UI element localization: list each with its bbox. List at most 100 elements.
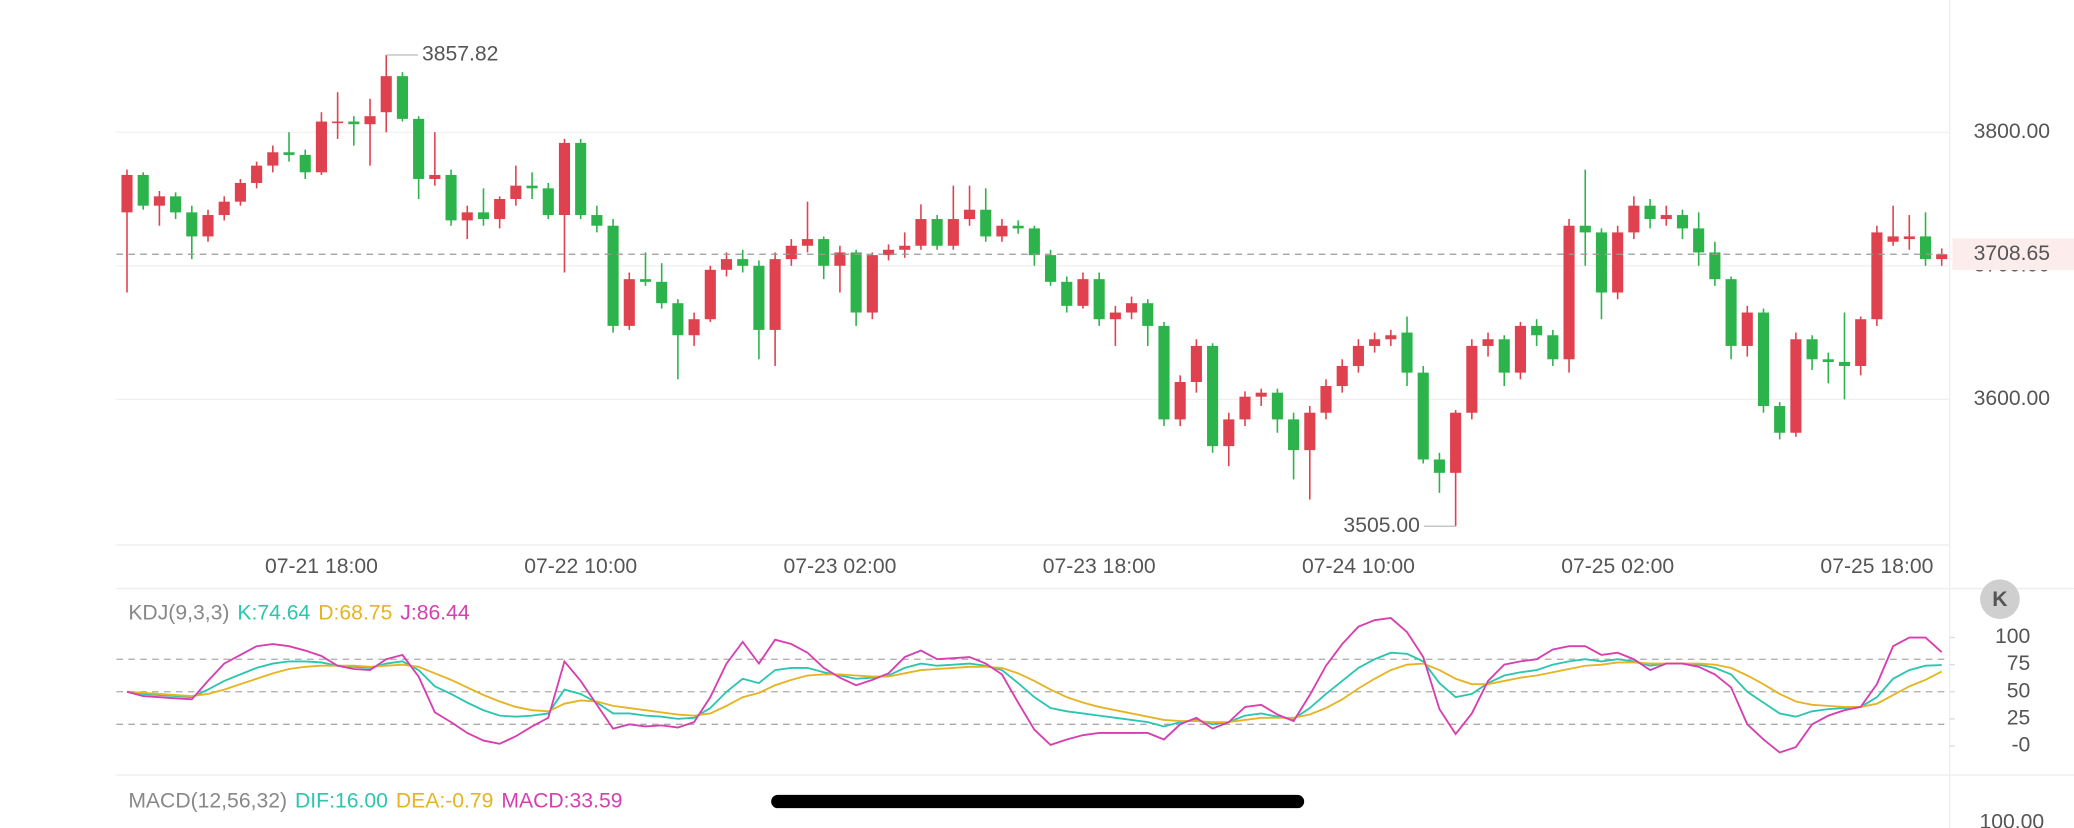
y-tick-label: -0	[2012, 734, 2031, 757]
candle-body	[980, 209, 992, 237]
candle-body	[429, 174, 441, 179]
candle-body	[1660, 215, 1672, 220]
candle-body	[267, 152, 279, 166]
candle-body	[1320, 386, 1332, 413]
candle-body	[1531, 325, 1543, 336]
candle-body	[364, 116, 376, 125]
candle-body	[575, 142, 587, 216]
candle-body	[1612, 232, 1624, 293]
candle-body	[915, 219, 927, 246]
macd-axis-label: 100.00	[1979, 810, 2044, 828]
candle-body	[202, 215, 214, 237]
candle-body	[1936, 254, 1948, 260]
candle-body	[1433, 459, 1445, 473]
low-label: 3505.00	[1343, 514, 1419, 537]
candle-body	[1045, 255, 1057, 282]
candle-body	[1676, 215, 1689, 229]
candle-body	[413, 118, 425, 179]
kline-button-label: K	[1992, 588, 2008, 611]
candle-body	[1547, 335, 1559, 360]
candle-body	[1790, 339, 1802, 433]
macd-item: MACD:33.59	[501, 789, 622, 812]
candle-body	[542, 188, 554, 216]
legend-item: D:68.75	[318, 601, 392, 624]
candle-body	[1417, 372, 1429, 460]
candle-body	[332, 121, 344, 124]
candle-body	[1352, 345, 1364, 366]
candle-body	[623, 279, 635, 326]
candle-body	[1709, 252, 1721, 280]
y-tick-label: 3600.00	[1974, 387, 2050, 410]
candle-body	[753, 265, 765, 330]
candle-body	[785, 245, 797, 260]
x-tick-label: 07-25 02:00	[1561, 555, 1674, 578]
indicator-line	[126, 617, 1943, 754]
candle-body	[299, 154, 311, 173]
candle-body	[234, 182, 246, 202]
candle-body	[1288, 419, 1300, 451]
home-indicator	[771, 794, 1305, 809]
candle-body	[850, 252, 862, 313]
candle-body	[1482, 339, 1494, 346]
x-tick-label: 07-21 18:00	[265, 555, 378, 578]
candle-body	[1012, 225, 1024, 229]
y-tick-label: 75	[2007, 652, 2031, 675]
x-tick-label: 07-22 10:00	[524, 555, 637, 578]
candle-body	[396, 76, 408, 119]
macd-item: DIF:16.00	[295, 789, 388, 812]
candle-body	[1223, 419, 1235, 447]
candle-body	[1855, 319, 1867, 366]
indicator-legend: KDJ(9,3,3) K:74.64 D:68.75 J:86.44	[128, 601, 470, 624]
candle-body	[1369, 339, 1381, 346]
candle-body	[1158, 325, 1170, 420]
candle-body	[218, 201, 230, 216]
candle-body	[1109, 312, 1121, 320]
candle-body	[899, 245, 911, 250]
candle-body	[1450, 412, 1462, 473]
candle-body	[153, 196, 165, 206]
candle-body	[283, 152, 295, 155]
candle-body	[1514, 325, 1526, 373]
candle-body	[558, 142, 571, 216]
candle-body	[963, 209, 976, 220]
candle-body	[1498, 339, 1510, 373]
candle-body	[737, 259, 749, 266]
candle-body	[720, 259, 733, 270]
candle-body	[1563, 225, 1575, 360]
candle-body	[688, 319, 700, 336]
candle-body	[882, 249, 895, 256]
candle-body	[186, 212, 198, 237]
legend-item: K:74.64	[237, 601, 310, 624]
candle-body	[1239, 396, 1251, 420]
candle-body	[526, 185, 538, 189]
candle-body	[1644, 205, 1656, 220]
candle-body	[1385, 335, 1397, 340]
x-tick-label: 07-23 02:00	[783, 555, 896, 578]
candle-body	[1903, 236, 1915, 240]
last-price-tag	[1952, 238, 2074, 271]
candle-body	[1061, 281, 1073, 306]
macd-legend: MACD(12,56,32) DIF:16.00 DEA:-0.79 MACD:33.…	[128, 789, 622, 812]
candle-body	[1093, 279, 1105, 320]
candle-body	[1028, 228, 1040, 256]
candle-body	[1077, 279, 1089, 306]
candle-body	[1887, 236, 1899, 242]
candle-body	[818, 239, 830, 266]
y-tick-label: 100	[1995, 625, 2030, 648]
x-tick-label: 07-25 18:00	[1820, 555, 1933, 578]
legend-item: J:86.44	[400, 601, 470, 624]
y-tick-label: 3800.00	[1974, 120, 2050, 143]
candle-body	[1822, 359, 1834, 362]
high-label: 3857.82	[422, 43, 498, 66]
x-tick-label: 07-24 10:00	[1302, 555, 1415, 578]
candle-body	[1725, 279, 1737, 346]
candle-body	[1838, 361, 1851, 366]
candle-body	[510, 185, 522, 200]
candle-body	[380, 76, 392, 113]
candle-body	[1466, 345, 1478, 413]
candle-body	[769, 259, 781, 330]
candle-body	[834, 252, 846, 266]
candle-body	[477, 212, 490, 220]
